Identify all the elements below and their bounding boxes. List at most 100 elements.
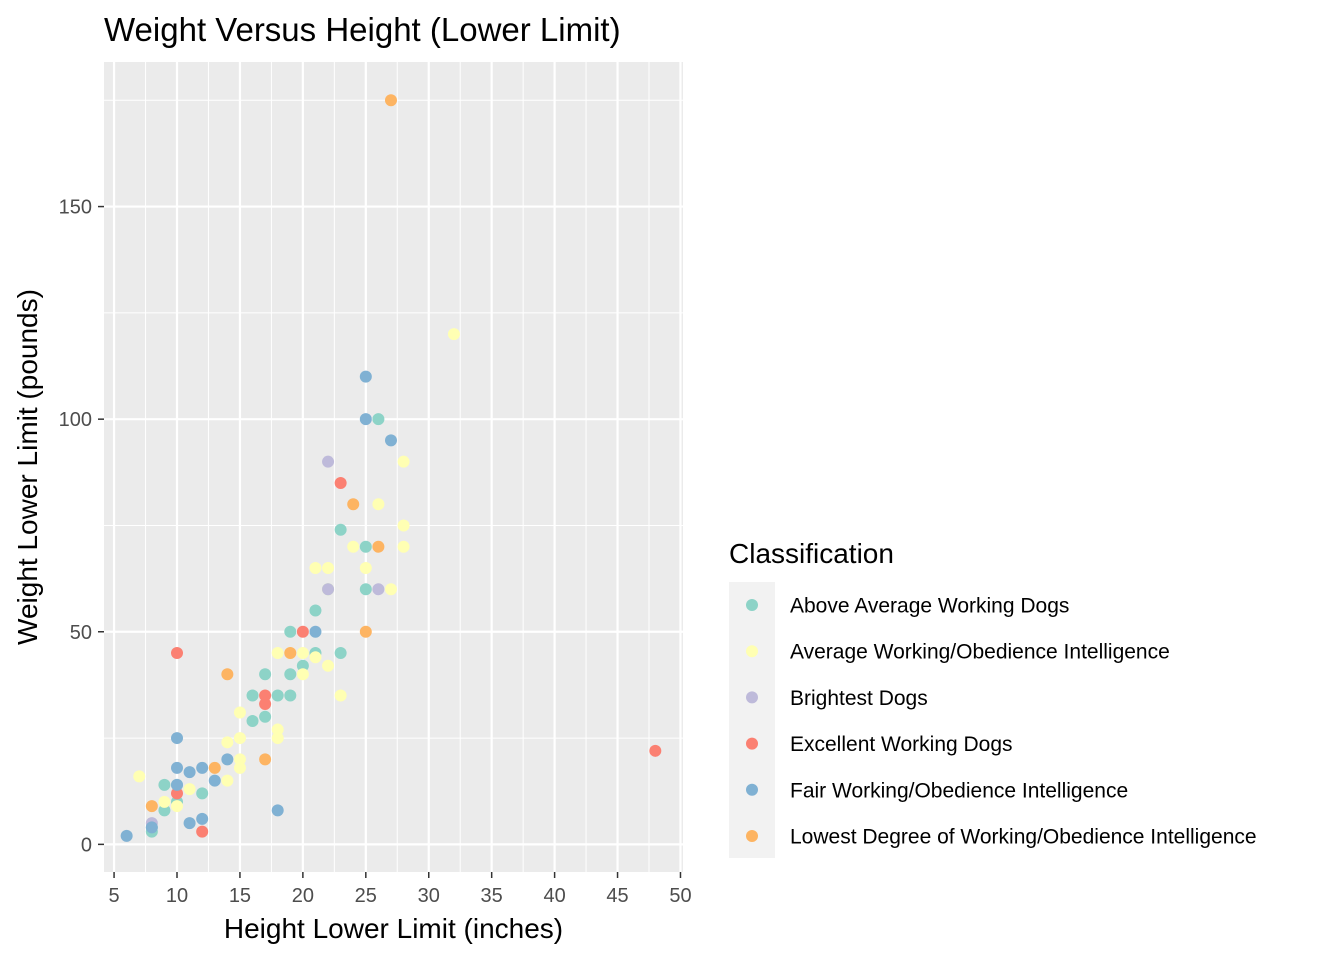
data-point xyxy=(397,455,410,468)
data-point xyxy=(133,770,146,783)
data-point xyxy=(259,710,272,723)
data-point xyxy=(233,761,246,774)
data-point xyxy=(183,783,196,796)
data-point xyxy=(171,800,184,813)
x-tick-label: 50 xyxy=(669,885,691,907)
data-point xyxy=(271,647,284,660)
data-point xyxy=(183,817,196,830)
data-point xyxy=(284,689,297,702)
data-point xyxy=(208,761,221,774)
data-point xyxy=(284,647,297,660)
legend-key xyxy=(746,830,758,842)
data-point xyxy=(334,647,347,660)
legend-label: Lowest Degree of Working/Obedience Intel… xyxy=(790,826,1257,849)
legend-label: Brightest Dogs xyxy=(790,687,928,710)
data-point xyxy=(372,540,385,553)
data-point xyxy=(309,604,322,617)
data-point xyxy=(309,561,322,574)
data-point xyxy=(259,689,272,702)
x-tick-label: 15 xyxy=(229,885,251,907)
data-point xyxy=(322,561,335,574)
data-point xyxy=(145,821,158,834)
data-point xyxy=(359,370,372,383)
data-point xyxy=(296,659,309,672)
data-point xyxy=(171,787,184,800)
data-point xyxy=(334,689,347,702)
data-point xyxy=(296,647,309,660)
data-point xyxy=(359,561,372,574)
axes: 5 10 15 20 25 30 35 40 45 50 0 50 100 150 xyxy=(59,197,692,907)
data-point xyxy=(158,804,171,817)
data-point xyxy=(309,625,322,638)
data-point xyxy=(233,732,246,745)
data-point xyxy=(296,668,309,681)
data-point xyxy=(359,583,372,596)
data-point xyxy=(384,94,397,107)
data-point xyxy=(347,540,360,553)
data-point xyxy=(334,476,347,489)
legend-items: Above Average Working Dogs Average Workin… xyxy=(746,595,1257,849)
data-point xyxy=(649,744,662,757)
data-point xyxy=(309,651,322,664)
data-point xyxy=(221,774,234,787)
data-point xyxy=(221,736,234,749)
y-tick-label: 50 xyxy=(70,622,92,644)
data-point xyxy=(158,778,171,791)
plot-panel xyxy=(104,62,683,872)
legend-key xyxy=(746,691,758,704)
legend-key xyxy=(746,737,758,750)
data-point xyxy=(120,829,133,842)
data-point xyxy=(171,778,184,791)
y-axis-label: Weight Lower Limit (pounds) xyxy=(12,289,43,645)
x-tick-label: 40 xyxy=(543,885,565,907)
data-point xyxy=(296,625,309,638)
x-axis-label: Height Lower Limit (inches) xyxy=(224,913,563,944)
data-point xyxy=(196,787,209,800)
x-tick-label: 10 xyxy=(166,885,188,907)
data-point xyxy=(271,732,284,745)
data-point xyxy=(322,583,335,596)
data-point xyxy=(359,625,372,638)
legend: Classification Above Average Working Dog… xyxy=(729,538,1257,858)
y-tick-label: 100 xyxy=(59,409,92,431)
legend-label: Excellent Working Dogs xyxy=(790,733,1013,756)
data-point xyxy=(246,689,259,702)
y-tick-label: 0 xyxy=(81,834,92,856)
data-point xyxy=(372,583,385,596)
data-point xyxy=(347,498,360,511)
x-tick-label: 30 xyxy=(418,885,440,907)
legend-label: Above Average Working Dogs xyxy=(790,595,1069,618)
data-point xyxy=(145,800,158,813)
x-tick-label: 25 xyxy=(355,885,377,907)
data-point xyxy=(372,498,385,511)
legend-key xyxy=(746,783,758,796)
data-point xyxy=(271,804,284,817)
x-tick-label: 45 xyxy=(606,885,628,907)
legend-label: Average Working/Obedience Intelligence xyxy=(790,641,1170,664)
x-tick-label: 5 xyxy=(109,885,120,907)
x-tick-label: 20 xyxy=(292,885,314,907)
legend-title: Classification xyxy=(729,538,894,569)
data-point xyxy=(171,732,184,745)
data-point xyxy=(259,698,272,711)
data-point xyxy=(221,668,234,681)
data-point xyxy=(246,715,259,728)
y-tick-label: 150 xyxy=(59,197,92,219)
data-point xyxy=(397,540,410,553)
data-point xyxy=(384,583,397,596)
data-point xyxy=(334,523,347,536)
data-point xyxy=(271,689,284,702)
data-point xyxy=(233,753,246,766)
data-point xyxy=(397,519,410,532)
data-point xyxy=(171,647,184,660)
data-point xyxy=(284,625,297,638)
data-point xyxy=(196,825,209,838)
legend-key xyxy=(746,645,758,658)
data-point xyxy=(359,540,372,553)
legend-label: Fair Working/Obedience Intelligence xyxy=(790,779,1128,802)
data-point xyxy=(322,455,335,468)
data-point xyxy=(259,753,272,766)
data-point xyxy=(158,795,171,808)
data-point xyxy=(271,723,284,736)
legend-key-background xyxy=(729,582,775,858)
